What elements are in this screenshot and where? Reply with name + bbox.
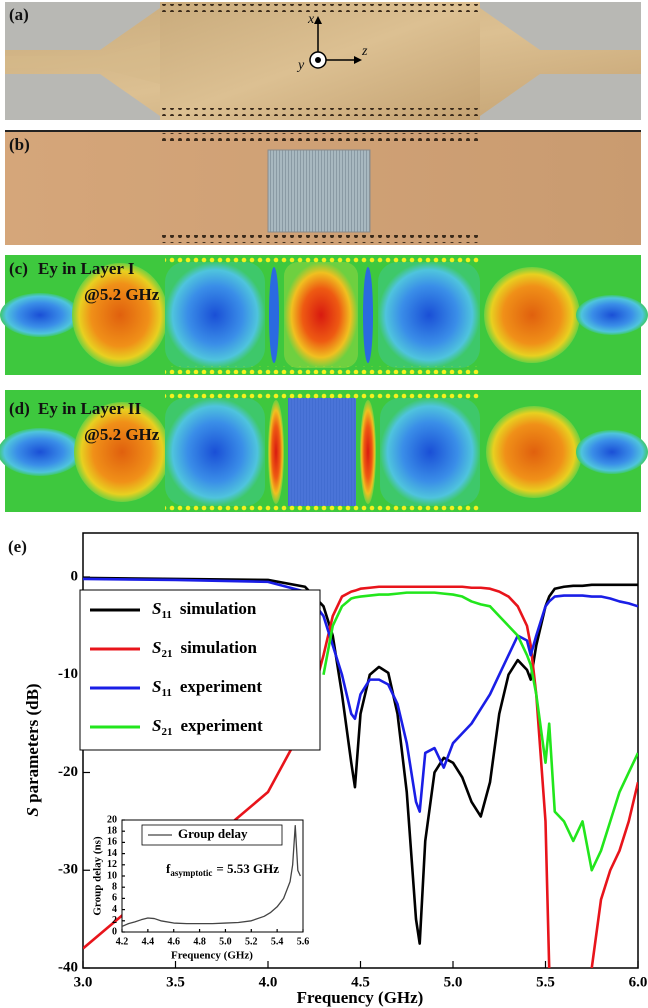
x-tick-label: 6.0 xyxy=(629,974,648,990)
panel-label: (d) xyxy=(9,399,30,418)
y-tick-label: -10 xyxy=(58,666,78,682)
x-tick-label: 5.5 xyxy=(536,974,555,990)
y-tick-label: -30 xyxy=(58,862,78,878)
y-tick-label: 0 xyxy=(71,568,79,584)
panel-frequency: @5.2 GHz xyxy=(84,425,160,444)
axis-label: y xyxy=(296,58,305,73)
field-map-c: (c) Ey in Layer I @5.2 GHz xyxy=(0,255,648,375)
panel-label: (b) xyxy=(9,135,30,154)
x-tick-label: 5.6 xyxy=(297,936,310,947)
annotation-part: = 5.53 GHz xyxy=(216,861,279,876)
x-tick-label: 4.5 xyxy=(351,974,370,990)
y-tick-label: 10 xyxy=(107,870,117,881)
y-tick-label: 20 xyxy=(107,814,117,825)
x-tick-label: 4.2 xyxy=(116,936,129,947)
y-tick-label: 18 xyxy=(107,825,117,836)
y-tick-label: 12 xyxy=(107,859,117,870)
inset-legend-label: Group delay xyxy=(178,826,248,841)
y-tick-label: 0 xyxy=(112,926,117,937)
panel-title: Ey in Layer II xyxy=(38,399,142,418)
x-tick-label: 4.4 xyxy=(142,936,155,947)
panel-label: (c) xyxy=(9,259,28,278)
panel-frequency: @5.2 GHz xyxy=(84,285,160,304)
inset-x-label: Frequency (GHz) xyxy=(171,950,253,962)
x-tick-label: 3.0 xyxy=(74,974,93,990)
axis-label: x xyxy=(307,12,315,27)
panel-label: (a) xyxy=(9,5,29,24)
field-map-d: (d) Ey in Layer II @5.2 GHz xyxy=(0,390,648,512)
figure: (a) x y z (b) (c) Ey in Layer I @5.2 GHz xyxy=(0,0,648,1008)
series-line xyxy=(324,593,639,871)
x-tick-label: 5.0 xyxy=(444,974,463,990)
inset-y-label: Group delay (ns) xyxy=(92,836,104,916)
y-axis-label: S parameters (dB) xyxy=(23,683,42,816)
y-tick-label: 2 xyxy=(112,915,117,926)
axis-label: z xyxy=(361,44,368,59)
x-tick-label: 5.0 xyxy=(219,936,232,947)
x-tick-label: 5.2 xyxy=(245,936,258,947)
photo-a: (a) x y z xyxy=(5,2,641,120)
x-tick-label: 4.8 xyxy=(193,936,206,947)
x-tick-label: 4.0 xyxy=(259,974,278,990)
x-tick-label: 5.4 xyxy=(271,936,284,947)
x-tick-label: 4.6 xyxy=(167,936,180,947)
y-tick-label: 16 xyxy=(107,837,117,848)
y-tick-label: 6 xyxy=(112,893,117,904)
y-tick-label: 14 xyxy=(107,848,117,859)
annotation-part: asymptotic xyxy=(170,868,212,878)
x-axis-label: Frequency (GHz) xyxy=(297,988,424,1007)
x-tick-label: 3.5 xyxy=(166,974,185,990)
panel-label: (e) xyxy=(8,537,27,556)
y-tick-label: 8 xyxy=(112,881,117,892)
y-tick-label: -20 xyxy=(58,764,78,780)
y-tick-label: 4 xyxy=(112,904,117,915)
y-tick-label: -40 xyxy=(58,959,78,975)
panel-title: Ey in Layer I xyxy=(38,259,135,278)
photo-b: (b) xyxy=(5,130,641,245)
